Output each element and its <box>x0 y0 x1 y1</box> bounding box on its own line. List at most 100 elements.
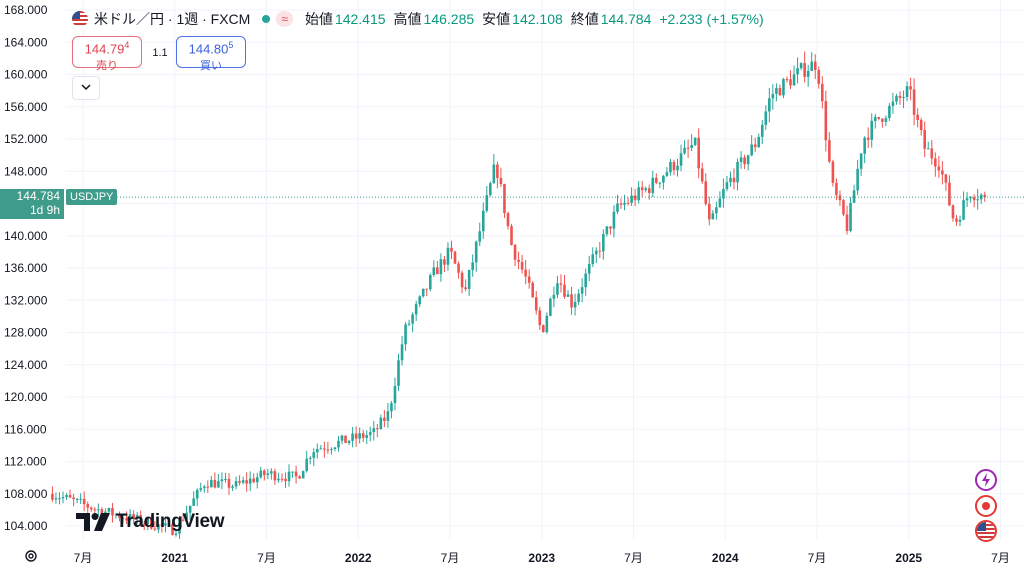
candle-body <box>54 498 58 500</box>
candle-body <box>400 344 404 361</box>
spread-value: 1.1 <box>152 47 168 59</box>
candle-body <box>750 144 753 156</box>
candle-body <box>217 481 220 488</box>
current-price-tag: 144.784 1d 9h <box>0 189 64 219</box>
gear-icon[interactable] <box>24 549 38 563</box>
y-tick-label: 108.000 <box>4 487 48 501</box>
candle-body <box>443 259 446 265</box>
candle-body <box>252 478 256 483</box>
us-flag-button[interactable] <box>975 520 997 542</box>
candle-body <box>139 515 143 524</box>
candle-body <box>270 471 273 474</box>
candle-body <box>835 182 838 196</box>
status-pill[interactable]: ≈ <box>276 11 293 27</box>
candle-body <box>739 157 743 162</box>
candle-body <box>934 158 937 167</box>
candle-body <box>107 508 111 512</box>
candle-body <box>231 486 234 488</box>
candle-body <box>248 478 252 484</box>
candle-body <box>397 360 400 386</box>
candle-body <box>418 296 421 305</box>
candle-body <box>898 95 902 98</box>
candle-body <box>863 137 866 154</box>
candle-body <box>941 170 944 175</box>
candle-body <box>824 101 828 141</box>
candle-body <box>725 182 729 189</box>
chart-grid <box>66 0 1024 540</box>
y-tick-label: 152.000 <box>4 132 48 146</box>
candle-body <box>446 247 450 265</box>
candle-body <box>789 79 792 86</box>
y-tick-label: 160.000 <box>4 68 48 82</box>
candle-body <box>944 174 948 183</box>
candle-body <box>365 435 369 438</box>
candle-body <box>757 136 761 148</box>
candle-body <box>255 477 259 483</box>
candle-body <box>414 304 418 315</box>
candle-body <box>616 203 619 212</box>
us-jp-flag-icon <box>72 11 88 27</box>
candle-body <box>602 234 605 252</box>
candle-body <box>496 164 499 178</box>
tradingview-logo[interactable]: TradingView <box>76 510 225 534</box>
candle-body <box>213 479 217 488</box>
candle-body <box>693 137 697 145</box>
candle-body <box>146 518 150 524</box>
x-tick-label: 2024 <box>712 551 739 565</box>
sell-button[interactable]: 144.794 売り <box>72 36 142 72</box>
candle-body <box>743 157 746 165</box>
y-tick-label: 156.000 <box>4 100 48 114</box>
open-label: 始値 <box>304 11 333 27</box>
candle-body <box>160 524 164 526</box>
candle-body <box>704 181 708 204</box>
candle-body <box>683 147 686 154</box>
candle-body <box>958 219 962 222</box>
candle-body <box>612 211 616 229</box>
candle-body <box>810 61 814 71</box>
candle-body <box>775 87 778 94</box>
lightning-button[interactable] <box>975 469 997 491</box>
candle-body <box>951 205 955 219</box>
candle-body <box>354 433 358 439</box>
candle-body <box>174 533 178 535</box>
candle-body <box>312 452 316 458</box>
candle-body <box>591 254 595 265</box>
candle-body <box>510 226 513 245</box>
candlestick-series <box>51 51 987 539</box>
candle-body <box>707 203 711 220</box>
candle-body <box>715 207 718 214</box>
candle-body <box>520 261 524 270</box>
candle-body <box>188 505 192 513</box>
collapse-button[interactable] <box>72 76 100 100</box>
y-tick-label: 120.000 <box>4 390 48 404</box>
candle-body <box>556 283 559 295</box>
y-tick-label: 148.000 <box>4 164 48 178</box>
candle-body <box>210 479 213 488</box>
candle-body <box>340 435 344 441</box>
candle-body <box>637 187 640 201</box>
buy-button[interactable]: 144.805 買い <box>176 36 246 72</box>
candle-body <box>877 117 881 119</box>
symbol-title[interactable]: 米ドル／円 · 1週 · FXCM <box>94 11 251 27</box>
candle-body <box>471 262 474 271</box>
record-button[interactable] <box>975 495 997 517</box>
candle-body <box>386 411 390 421</box>
candle-body <box>852 190 856 203</box>
candle-body <box>65 495 68 497</box>
candle-body <box>492 164 496 184</box>
x-tick-label: 7月 <box>74 551 93 565</box>
candle-body <box>224 478 227 480</box>
candle-body <box>817 70 821 84</box>
candle-body <box>153 528 157 530</box>
candle-body <box>220 479 224 482</box>
candle-body <box>676 165 679 171</box>
candle-body <box>358 433 361 439</box>
candle-body <box>746 155 750 165</box>
candle-body <box>785 79 789 81</box>
candle-body <box>545 315 549 332</box>
y-axis-labels: 168.000 164.000 160.000 156.000 152.000 148.0… <box>4 3 48 533</box>
candle-body <box>782 79 785 96</box>
candle-body <box>609 226 612 229</box>
candle-body <box>58 498 61 500</box>
